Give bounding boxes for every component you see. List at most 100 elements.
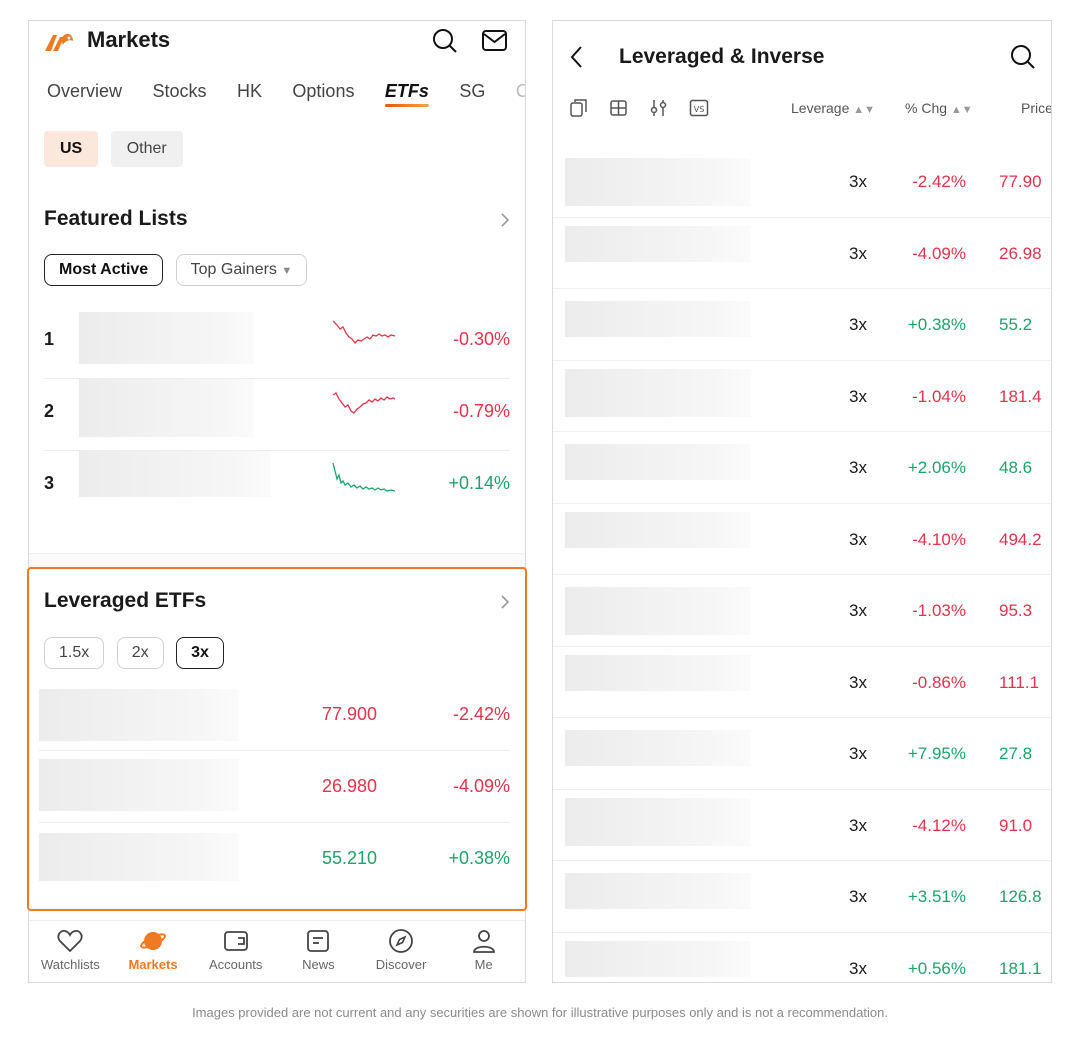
chip-us[interactable]: US (44, 131, 99, 167)
tab-options[interactable]: Options (292, 81, 355, 101)
rank-number: 1 (44, 329, 55, 349)
featured-row[interactable]: 2 -0.79% (44, 379, 510, 451)
tab-etfs[interactable]: ETFs (384, 81, 429, 107)
price-value: 126.8 (999, 887, 1042, 906)
compass-icon (389, 929, 413, 953)
leveraged-row[interactable]: 26.980 -4.09% (39, 751, 510, 823)
news-icon (307, 930, 330, 952)
price-value: 91.0 (999, 815, 1033, 835)
leverage-value: 3x (849, 744, 867, 763)
nav-accounts[interactable]: Accounts (194, 921, 277, 982)
etf-row[interactable]: 3x -1.03% 95.3 (553, 575, 1051, 647)
nav-label: News (302, 957, 335, 972)
chevron-right-icon[interactable] (499, 211, 511, 229)
etf-row[interactable]: 3x +0.38% 55.2 (553, 289, 1051, 361)
change-value: -4.09% (452, 776, 510, 796)
nav-label: Me (474, 957, 493, 972)
change-value: +0.56% (907, 958, 966, 978)
leverage-value: 3x (849, 815, 867, 835)
tab-stocks[interactable]: Stocks (152, 81, 207, 101)
redacted-symbol (79, 451, 271, 497)
most-active-filter[interactable]: Most Active (44, 254, 164, 286)
multiplier-3x[interactable]: 3x (176, 637, 224, 669)
column-header-price[interactable]: Price (1021, 100, 1052, 116)
etf-row[interactable]: 3x -2.42% 77.90 (553, 146, 1051, 218)
leveraged-row[interactable]: 77.900 -2.42% (39, 679, 510, 751)
change-value: -0.79% (452, 401, 510, 421)
leveraged-row[interactable]: 55.210 +0.38% (39, 823, 510, 895)
nav-watchlists[interactable]: Watchlists (29, 921, 112, 982)
nav-discover[interactable]: Discover (360, 921, 443, 982)
change-value: +2.06% (907, 458, 966, 477)
column-header-leverage[interactable]: Leverage ▲▼ (791, 100, 875, 116)
tab-sg[interactable]: SG (459, 81, 486, 101)
chevron-right-icon[interactable] (499, 593, 511, 611)
price-value: 181.4 (999, 386, 1042, 406)
market-tabs: Overview Stocks HK Options ETFs SG CN (47, 81, 525, 107)
mail-icon[interactable] (481, 27, 509, 55)
etf-row[interactable]: 3x -4.09% 26.98 (553, 218, 1051, 289)
back-arrow-icon[interactable] (567, 43, 587, 71)
tab-overview[interactable]: Overview (47, 81, 123, 101)
price-value: 181.1 (999, 958, 1042, 978)
redacted-symbol (39, 759, 239, 811)
leverage-value: 3x (849, 172, 867, 191)
multiplier-2x[interactable]: 2x (116, 637, 164, 669)
price-value: 55.210 (321, 848, 377, 868)
leverage-value: 3x (849, 243, 867, 263)
redacted-symbol (565, 225, 751, 262)
featured-lists-title: Featured Lists (44, 207, 188, 230)
leverage-header-label: Leverage (791, 100, 850, 116)
redacted-symbol (565, 873, 751, 909)
chip-other[interactable]: Other (110, 131, 183, 167)
leveraged-inverse-screen: Leveraged & Inverse VS Leverage ▲▼ % Chg… (552, 20, 1052, 983)
etf-row[interactable]: 3x +0.56% 181.1 (553, 933, 1051, 983)
filter-sliders-icon[interactable] (649, 98, 669, 118)
compare-vs-icon[interactable]: VS (689, 98, 709, 118)
etf-row[interactable]: 3x +3.51% 126.8 (553, 861, 1051, 933)
redacted-symbol (565, 730, 751, 766)
etf-row[interactable]: 3x -4.10% 494.2 (553, 504, 1051, 575)
grid-icon[interactable] (609, 98, 629, 118)
redacted-symbol (565, 444, 751, 480)
wallet-icon (223, 931, 248, 951)
etf-row[interactable]: 3x -0.86% 111.1 (553, 647, 1051, 718)
tab-cn[interactable]: CN (516, 81, 525, 102)
leveraged-etfs-title: Leveraged ETFs (44, 589, 207, 612)
etf-row[interactable]: 3x +7.95% 27.8 (553, 718, 1051, 790)
search-icon[interactable] (1009, 43, 1037, 71)
price-value: 77.90 (999, 172, 1042, 191)
etf-row[interactable]: 3x -4.12% 91.0 (553, 790, 1051, 861)
search-icon[interactable] (431, 27, 459, 55)
featured-filters: Most Active Top Gainers ▼ (44, 254, 315, 286)
heart-icon (57, 930, 83, 953)
multiplier-1-5x[interactable]: 1.5x (44, 637, 105, 669)
change-value: -2.42% (452, 704, 510, 724)
top-gainers-filter[interactable]: Top Gainers ▼ (175, 254, 308, 286)
etf-row[interactable]: 3x +2.06% 48.6 (553, 432, 1051, 504)
nav-me[interactable]: Me (442, 921, 525, 982)
redacted-symbol (565, 158, 751, 206)
leverage-value: 3x (849, 529, 867, 549)
change-value: -1.04% (912, 386, 966, 406)
sort-icon: ▲▼ (853, 104, 876, 116)
change-value: -0.86% (912, 672, 966, 692)
nav-label: Accounts (208, 957, 263, 972)
change-value: +0.14% (448, 473, 510, 493)
price-value: 48.6 (999, 458, 1033, 477)
copy-icon[interactable] (569, 98, 589, 118)
nav-markets[interactable]: Markets (112, 921, 195, 982)
etf-row[interactable]: 3x -1.04% 181.4 (553, 361, 1051, 432)
nav-label: Watchlists (40, 957, 100, 972)
price-value: 77.900 (321, 704, 377, 724)
column-header-change[interactable]: % Chg ▲▼ (905, 100, 973, 116)
tab-hk[interactable]: HK (236, 81, 262, 101)
price-value: 26.98 (999, 243, 1042, 263)
bottom-nav: Watchlists Markets Accounts News Discove… (29, 920, 525, 982)
change-value: +0.38% (448, 848, 510, 868)
redacted-symbol (79, 379, 254, 437)
redacted-symbol (565, 301, 751, 337)
featured-row[interactable]: 1 -0.30% (44, 307, 510, 379)
nav-news[interactable]: News (277, 921, 360, 982)
featured-row[interactable]: 3 +0.14% (44, 451, 510, 523)
